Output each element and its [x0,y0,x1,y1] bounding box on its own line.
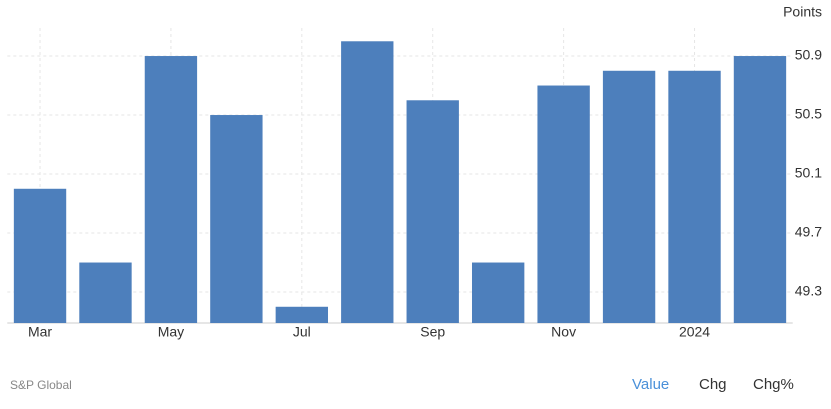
bar [144,56,198,324]
x-tick-label: Nov [551,324,576,340]
x-tick-label: May [158,324,184,340]
y-tick-label: 49.3 [795,283,822,299]
x-tick-label: 2024 [679,324,710,340]
bar [275,306,329,323]
bar [210,115,263,324]
y-axis-label: Points [783,4,822,20]
bar [341,41,394,324]
y-tick-label: 50.5 [795,106,822,122]
bar [733,56,787,324]
x-tick-label: Mar [28,324,52,340]
chg-pct-button[interactable]: Chg% [753,376,794,393]
y-tick-label: 50.9 [795,47,822,63]
bar [668,70,721,324]
value-button[interactable]: Value [632,376,670,393]
bar [406,100,459,324]
y-tick-label: 49.7 [795,224,822,240]
chg-button[interactable]: Chg [699,376,727,393]
bar [471,262,525,323]
source: S&P Global [10,378,72,392]
bar [602,70,656,324]
bar [79,262,132,323]
x-tick-label: Sep [420,324,445,340]
bar [537,85,590,324]
x-tick-label: Jul [293,324,311,340]
y-tick-label: 50.1 [795,165,822,181]
bar [13,188,67,323]
